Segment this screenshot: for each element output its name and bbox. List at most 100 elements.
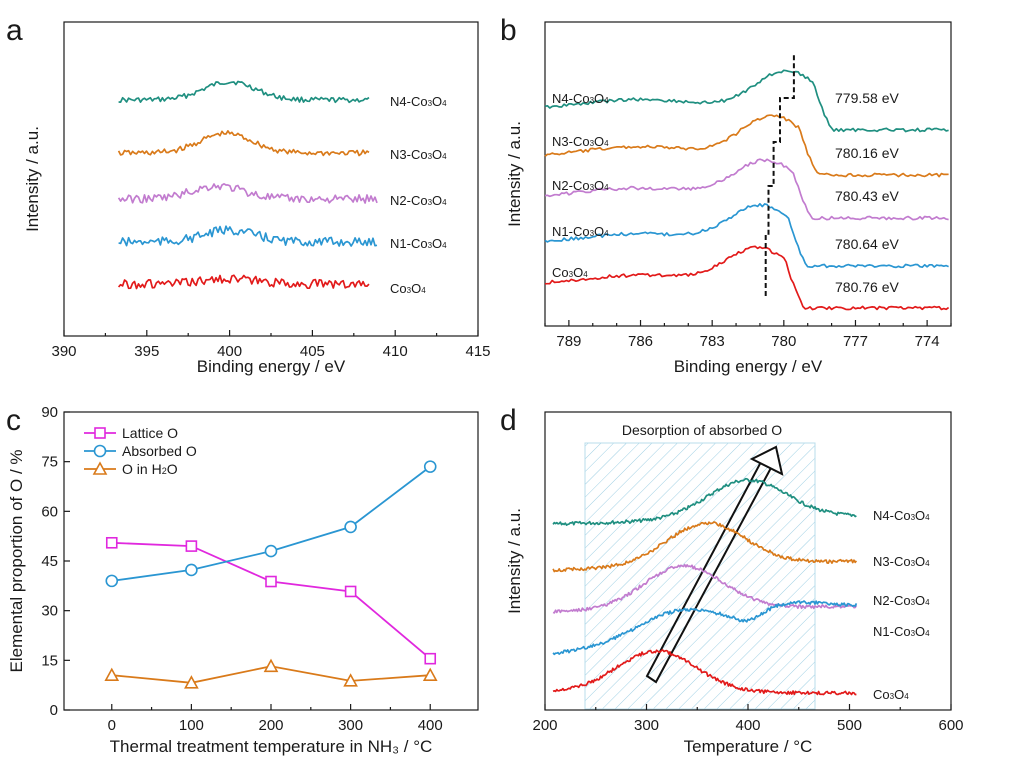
panel-c-point xyxy=(265,575,277,588)
panel-c-legend-marker xyxy=(93,444,107,458)
panel-d-series-label: N3-Co3O4 xyxy=(873,554,930,569)
panel-c-ytick-label: 0 xyxy=(50,702,58,719)
panel-d-series-0 xyxy=(552,649,857,696)
panel-d-xtick-label: 400 xyxy=(735,717,760,734)
panel-a-series-0 xyxy=(117,274,370,290)
panel-c-point xyxy=(344,520,357,534)
panel-b-xlabel: Binding energy / eV xyxy=(674,357,823,376)
panel-c-ytick-label: 90 xyxy=(41,404,58,421)
panel-c-ytick-label: 15 xyxy=(41,652,58,669)
panel-c-point xyxy=(184,675,199,689)
panel-b-xtick-label: 786 xyxy=(628,333,653,350)
panel-a-series-1 xyxy=(118,225,378,247)
panel-b-series-3 xyxy=(544,114,949,178)
panel-b-peak-label: 780.64 eV xyxy=(835,236,899,252)
panel-d-xtick-label: 200 xyxy=(532,717,557,734)
panel-c-ytick-label: 30 xyxy=(41,603,58,620)
panel-b-xtick-label: 780 xyxy=(771,333,796,350)
trend-arrow xyxy=(645,445,784,684)
panel-d-ylabel: Intensity / a.u. xyxy=(505,508,524,614)
panel-c-letter: c xyxy=(6,404,21,437)
panel-b-peak-shift-line xyxy=(764,55,795,296)
panel-c-ytick-label: 45 xyxy=(41,553,58,570)
panel-d-series-label: N2-Co3O4 xyxy=(873,593,930,608)
panel-d-xlabel: Temperature / °C xyxy=(684,737,813,756)
panel-d-series-4 xyxy=(552,477,857,526)
panel-c-ytick-label: 75 xyxy=(41,454,58,471)
panel-a-xtick-label: 415 xyxy=(465,343,490,360)
desorption-annotation: Desorption of absorbed O xyxy=(622,422,782,438)
panel-c-point xyxy=(264,544,278,558)
panel-c-legend-label: O in H2O xyxy=(122,461,178,477)
panel-c-line-0 xyxy=(111,541,431,660)
panel-c-xtick-label: 400 xyxy=(418,717,443,734)
panel-c-legend-marker xyxy=(92,461,108,475)
panel-c-point xyxy=(344,585,357,598)
panel-c-legend-label: Lattice O xyxy=(122,425,178,441)
panel-b-series-4 xyxy=(544,69,949,133)
panel-b-xtick-label: 777 xyxy=(843,333,868,350)
panel-a-series-label: N1-Co3O4 xyxy=(390,236,447,251)
panel-a-series-2 xyxy=(117,183,378,204)
panel-b-peak-label: 780.76 eV xyxy=(835,279,899,295)
panel-d-letter: d xyxy=(500,404,517,437)
panel-b-frame xyxy=(544,21,952,327)
panel-c-point xyxy=(105,574,119,588)
panel-b-series-0 xyxy=(544,245,950,311)
panel-d-series-label: N1-Co3O4 xyxy=(873,624,930,639)
panel-c-point xyxy=(105,536,118,549)
panel-b-series-1 xyxy=(544,202,949,269)
panel-c-xtick-label: 100 xyxy=(179,717,204,734)
panel-b-letter: b xyxy=(500,14,517,47)
panel-c: Thermal treatment temperature in NH₃ / °… xyxy=(7,411,479,756)
panel-b-peak-label: 780.16 eV xyxy=(835,145,899,161)
panel-c-legend-label: Absorbed O xyxy=(122,443,197,459)
panel-b-xtick-label: 774 xyxy=(915,333,940,350)
panel-c-ytick-label: 60 xyxy=(41,503,58,520)
panel-c-line-1 xyxy=(111,465,431,582)
panel-a-series-label: N2-Co3O4 xyxy=(390,193,447,208)
panel-d-series-2 xyxy=(552,563,858,614)
panel-c-xlabel: Thermal treatment temperature in NH₃ / °… xyxy=(110,737,433,756)
panel-c-point xyxy=(422,667,438,682)
panel-b-peak-label: 779.58 eV xyxy=(835,90,899,106)
panel-c-point xyxy=(423,460,437,473)
panel-b-series-label: N3-Co3O4 xyxy=(552,134,609,149)
panel-a-xtick-label: 395 xyxy=(134,343,159,360)
panel-d-series-label: N4-Co3O4 xyxy=(873,508,930,523)
panel-a-series-label: Co3O4 xyxy=(390,281,426,296)
panel-c-point xyxy=(185,563,198,577)
panel-b-series-label: N1-Co3O4 xyxy=(552,224,609,239)
panel-d-series-label: Co3O4 xyxy=(873,687,909,702)
panel-d-xtick-label: 600 xyxy=(938,717,963,734)
panel-d-series-1 xyxy=(552,600,858,656)
panel-d: Desorption of absorbed O Temperature / °… xyxy=(505,411,952,756)
panel-d-series-3 xyxy=(552,521,858,573)
panel-b-series-label: N2-Co3O4 xyxy=(552,178,609,193)
panel-b-series-2 xyxy=(544,158,949,221)
panel-a-ylabel: Intensity / a.u. xyxy=(23,126,42,232)
panel-b-series-label: Co3O4 xyxy=(552,265,588,280)
panel-b-xtick-label: 789 xyxy=(556,333,581,350)
panel-b-ylabel: Intensity / a.u. xyxy=(505,121,524,227)
panel-c-point xyxy=(424,652,437,665)
panel-d-xtick-label: 300 xyxy=(634,717,659,734)
panel-c-xtick-label: 0 xyxy=(108,717,116,734)
panel-d-xtick-label: 500 xyxy=(837,717,862,734)
panel-a-xtick-label: 410 xyxy=(383,343,408,360)
panel-a-xtick-label: 400 xyxy=(217,343,242,360)
panel-c-point xyxy=(185,540,198,552)
panel-c-point xyxy=(343,673,358,687)
panel-a-series-label: N4-Co3O4 xyxy=(390,94,447,109)
chart-marks: 390 395 400 405 410 415 N4-Co3O4 N3-Co3O4 N2-Co3… xyxy=(41,55,964,734)
panel-b-xtick-label: 783 xyxy=(700,333,725,350)
panel-c-legend-marker xyxy=(94,427,106,439)
panel-a-xlabel: Binding energy / eV xyxy=(197,357,346,376)
panel-c-xtick-label: 300 xyxy=(338,717,363,734)
panel-c-ylabel: Elemental proportion of O / % xyxy=(7,449,26,672)
panel-b-series-label: N4-Co3O4 xyxy=(552,91,609,106)
panel-a-xtick-label: 390 xyxy=(51,343,76,360)
panel-c-point xyxy=(104,667,120,682)
panel-a-series-label: N3-Co3O4 xyxy=(390,147,447,162)
panel-c-xtick-label: 200 xyxy=(258,717,283,734)
